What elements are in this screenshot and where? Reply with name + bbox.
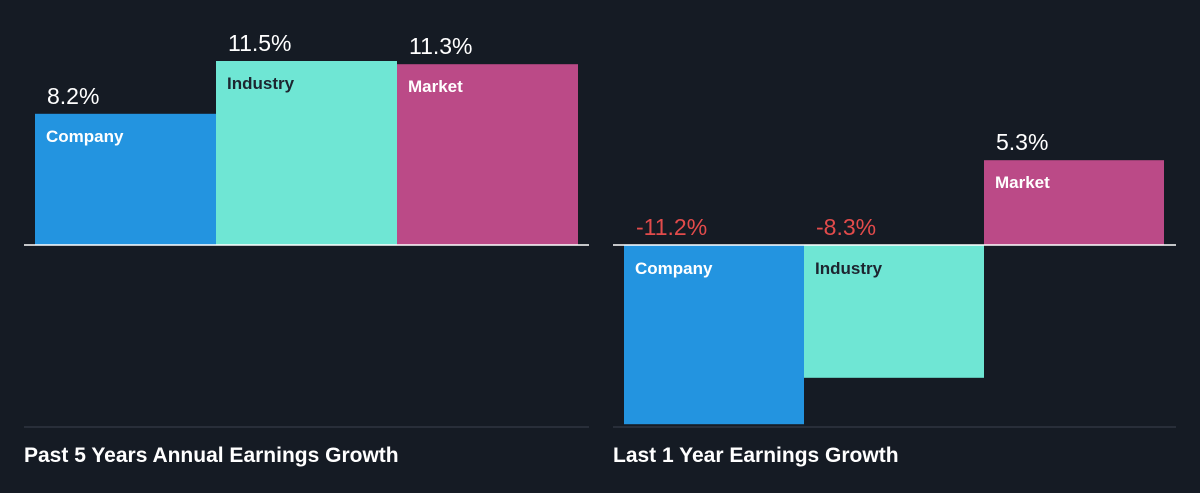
bar-label-industry: Industry [815,259,883,278]
panel-title-1-year: Last 1 Year Earnings Growth [613,444,899,467]
value-label-company: -11.2% [636,214,707,240]
bar-label-market: Market [995,173,1050,192]
bar-company [624,245,804,425]
value-label-company: 8.2% [47,83,99,109]
bar-industry [804,245,984,378]
value-label-industry: 11.5% [228,30,292,56]
panel-title-5-year: Past 5 Years Annual Earnings Growth [24,444,399,467]
value-label-market: 11.3% [409,33,473,59]
bar-market [397,64,578,245]
bar-market [984,160,1164,245]
bar-label-company: Company [635,259,713,278]
bar-label-industry: Industry [227,74,295,93]
value-label-market: 5.3% [996,129,1048,155]
value-label-industry: -8.3% [816,214,876,240]
bar-company [35,113,216,245]
bar-industry [216,61,397,245]
bar-label-market: Market [408,77,463,96]
bar-label-company: Company [46,127,124,146]
